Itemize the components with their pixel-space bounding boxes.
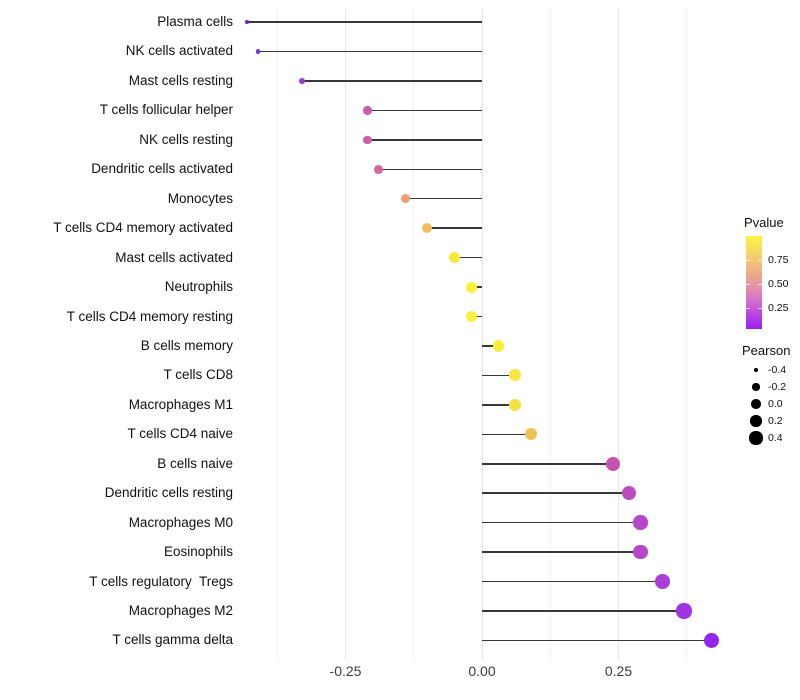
category-label: T cells CD4 memory resting <box>66 308 233 324</box>
colorbar-tick-label: 0.75 <box>768 253 789 266</box>
category-label: Mast cells activated <box>115 249 233 265</box>
colorbar-tick <box>746 307 750 309</box>
gridline-major <box>481 8 483 661</box>
category-label: Macrophages M1 <box>128 396 233 412</box>
gridline-minor <box>276 8 278 661</box>
lollipop-point <box>373 164 383 174</box>
pearson-legend-dot <box>754 368 758 372</box>
lollipop-segment <box>301 80 482 82</box>
pearson-legend-label: -0.2 <box>768 381 787 393</box>
category-label: T cells regulatory Tregs <box>89 573 233 589</box>
category-label: NK cells resting <box>139 131 233 147</box>
category-label: Plasma cells <box>157 14 233 29</box>
lollipop-segment <box>482 463 614 465</box>
lollipop-segment <box>247 21 482 23</box>
pearson-legend-dot <box>750 415 762 427</box>
lollipop-segment <box>482 404 515 406</box>
lollipop-segment <box>482 433 532 436</box>
pearson-legend-label: 0.0 <box>768 398 783 410</box>
colorbar-tick <box>758 259 762 261</box>
category-label: B cells naive <box>157 455 233 471</box>
pearson-legend-dot <box>751 399 761 409</box>
lollipop-point <box>524 428 538 441</box>
lollipop-point <box>422 223 433 234</box>
category-label: B cells memory <box>140 337 233 353</box>
colorbar-tick <box>746 259 750 261</box>
category-label: T cells follicular helper <box>99 102 233 118</box>
lollipop-point <box>508 398 521 411</box>
lollipop-point <box>449 252 461 263</box>
lollipop-point <box>363 135 372 145</box>
lollipop-segment <box>258 50 482 53</box>
lollipop-segment <box>482 610 685 612</box>
pearson-legend-label: 0.4 <box>768 432 783 444</box>
category-label: Eosinophils <box>163 544 233 560</box>
pvalue-colorbar <box>746 236 762 329</box>
gridline-minor <box>686 8 688 661</box>
colorbar-tick-label: 0.50 <box>768 277 789 290</box>
lollipop-segment <box>427 227 482 229</box>
category-label: Monocytes <box>167 190 233 206</box>
lollipop-point <box>363 106 372 115</box>
category-label: T cells gamma delta <box>112 632 233 648</box>
lollipop-point <box>465 310 477 323</box>
category-label: Neutrophils <box>164 279 233 295</box>
lollipop-segment <box>482 492 630 494</box>
category-label: Macrophages M2 <box>128 603 233 618</box>
colorbar-tick <box>758 283 762 285</box>
lollipop-point <box>633 544 648 560</box>
category-label: T cells CD8 <box>163 367 233 383</box>
category-label: Mast cells resting <box>128 72 233 88</box>
colorbar-tick <box>746 283 750 285</box>
category-label: T cells CD4 naive <box>127 426 233 442</box>
pearson-legend-label: -0.4 <box>768 364 787 376</box>
lollipop-segment <box>482 374 515 377</box>
lollipop-segment <box>482 580 663 583</box>
category-label: Dendritic cells activated <box>91 161 233 177</box>
lollipop-segment <box>482 639 712 642</box>
pearson-legend-dot <box>749 431 763 445</box>
lollipop-point <box>676 603 692 619</box>
x-tick-label: 0.00 <box>468 663 496 679</box>
lollipop-segment <box>367 139 482 141</box>
lollipop-point <box>298 77 305 85</box>
gridline-major <box>345 8 346 661</box>
category-label: Dendritic cells resting <box>104 485 233 501</box>
lollipop-point <box>633 515 648 530</box>
gridline-minor <box>413 8 415 661</box>
colorbar-tick <box>758 307 762 309</box>
lollipop-point <box>245 20 249 24</box>
lollipop-point <box>256 49 261 54</box>
lollipop-segment <box>367 109 482 112</box>
lollipop-point <box>606 456 620 471</box>
x-tick-label: 0.25 <box>604 663 633 679</box>
lollipop-point <box>622 486 637 501</box>
pvalue-legend-title: Pvalue <box>744 215 784 230</box>
colorbar-tick-label: 0.25 <box>768 301 789 314</box>
gridline-major <box>618 8 619 661</box>
lollipop-point <box>654 574 670 589</box>
lollipop-point <box>492 340 505 352</box>
lollipop-point <box>508 369 521 382</box>
gridline-minor <box>549 8 551 661</box>
pearson-legend-dot <box>752 383 760 391</box>
lollipop-segment <box>405 197 482 200</box>
pearson-legend-label: 0.2 <box>768 415 783 427</box>
lollipop-segment <box>454 256 482 259</box>
category-label: Macrophages M0 <box>128 514 233 530</box>
lollipop-segment <box>482 345 499 347</box>
lollipop-point <box>703 632 720 649</box>
category-label: T cells CD4 memory activated <box>53 220 233 236</box>
lollipop-point <box>400 193 411 204</box>
pearson-legend-title: Pearson <box>742 343 791 358</box>
lollipop-segment <box>482 521 641 524</box>
category-label: NK cells activated <box>125 43 233 59</box>
lollipop-segment <box>482 551 641 553</box>
x-tick-label: -0.25 <box>329 663 362 679</box>
lollipop-segment <box>378 168 482 170</box>
lollipop-point <box>465 281 477 293</box>
